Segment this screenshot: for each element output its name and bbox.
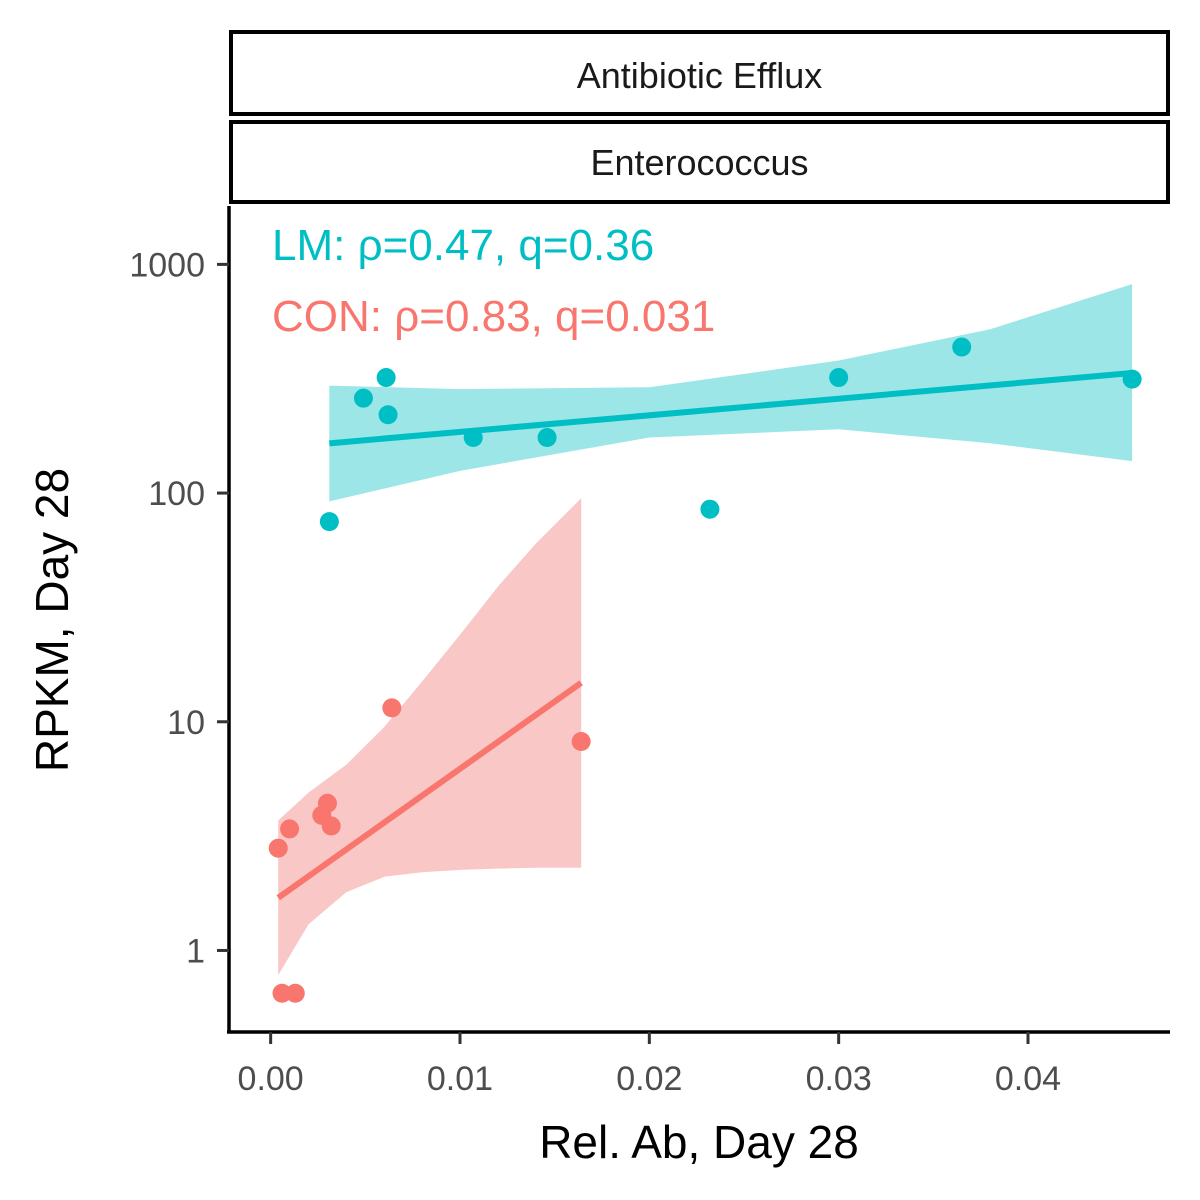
- data-point: [376, 368, 396, 388]
- correlation-annotations: LM: ρ=0.47, q=0.36 CON: ρ=0.83, q=0.031: [272, 221, 715, 341]
- data-point: [1122, 369, 1142, 389]
- annotation-con: CON: ρ=0.83, q=0.031: [272, 292, 715, 341]
- data-point: [463, 427, 483, 447]
- data-point: [285, 983, 305, 1003]
- y-axis-ticks: 1 10 100 1000: [129, 246, 229, 970]
- data-point: [537, 427, 557, 447]
- x-tick-label: 0.01: [427, 1060, 493, 1098]
- facet-strip-label: Enterococcus: [590, 142, 808, 183]
- facet-strip-label: Antibiotic Efflux: [577, 55, 822, 96]
- data-point: [319, 512, 339, 532]
- x-tick-label: 0.00: [238, 1060, 304, 1098]
- y-tick-label: 1000: [129, 246, 205, 284]
- data-point: [700, 499, 720, 519]
- fit-line: [276, 680, 583, 901]
- fit-lines: [276, 370, 1133, 901]
- annotation-lm: LM: ρ=0.47, q=0.36: [272, 221, 654, 270]
- data-point: [268, 838, 288, 858]
- x-tick-label: 0.04: [995, 1060, 1061, 1098]
- data-point: [353, 388, 373, 408]
- data-point: [952, 337, 972, 357]
- data-point: [378, 405, 398, 425]
- facet-strip-box: [229, 30, 1170, 116]
- confidence-band: [329, 284, 1133, 502]
- facet-strips: Antibiotic Efflux Enterococcus: [229, 30, 1170, 204]
- data-point: [280, 819, 300, 839]
- confidence-bands: [278, 284, 1133, 976]
- x-axis-title: Rel. Ab, Day 28: [539, 1116, 859, 1168]
- data-point: [571, 731, 591, 751]
- y-tick-label: 100: [148, 475, 205, 513]
- data-point: [829, 368, 849, 388]
- fit-line: [329, 370, 1133, 447]
- data-point: [382, 698, 402, 718]
- confidence-band: [278, 498, 582, 976]
- y-tick-label: 1: [186, 932, 205, 970]
- data-point: [272, 983, 292, 1003]
- data-point: [317, 793, 337, 813]
- y-axis-title: RPKM, Day 28: [26, 468, 78, 772]
- data-point: [321, 816, 341, 836]
- x-axis-ticks: 0.00 0.01 0.02 0.03 0.04: [238, 1032, 1061, 1098]
- x-tick-label: 0.02: [616, 1060, 682, 1098]
- data-points: [268, 337, 1142, 1003]
- x-tick-label: 0.03: [806, 1060, 872, 1098]
- facet-strip-box: [229, 120, 1170, 204]
- y-tick-label: 10: [167, 704, 205, 742]
